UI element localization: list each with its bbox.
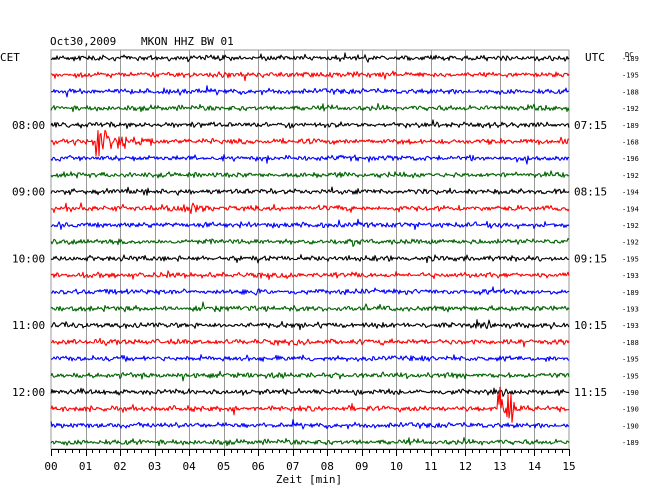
right-hour-labels: 07:15 08:15 09:15 10:15 11:15 (574, 119, 607, 399)
trace-row (50, 270, 570, 280)
right-hour-label: 09:15 (574, 252, 607, 265)
x-tick-label: 03 (148, 460, 161, 473)
x-tick-label: 00 (44, 460, 57, 473)
trace-row (50, 202, 570, 215)
dc-offset-label: -195 (622, 372, 639, 380)
trace-row (50, 370, 570, 382)
x-tick-label: 09 (355, 460, 368, 473)
x-tick-label: 15 (562, 460, 575, 473)
x-tick-label: 12 (459, 460, 472, 473)
trace-row (50, 170, 570, 179)
dc-offset-label: -188 (622, 339, 639, 347)
trace-row (50, 85, 569, 98)
right-hour-label: 11:15 (574, 386, 607, 399)
x-tick-label: 01 (79, 460, 92, 473)
trace-row (50, 337, 570, 348)
dc-offset-label: -195 (622, 356, 639, 364)
trace-row (50, 218, 570, 231)
seismic-traces (50, 52, 570, 447)
trace-row (50, 436, 570, 447)
x-tick-label: 11 (424, 460, 437, 473)
right-timezone-label: UTC (585, 51, 605, 64)
dc-offset-label: -190 (622, 389, 639, 397)
dc-offset-label: -195 (622, 72, 639, 80)
trace-row (50, 70, 570, 82)
left-hour-label: 08:00 (12, 119, 45, 132)
right-hour-label: 07:15 (574, 119, 607, 132)
trace-row (50, 387, 570, 397)
dc-offset-label: -190 (622, 422, 639, 430)
trace-row (50, 286, 570, 296)
trace-row (50, 129, 570, 157)
left-hour-labels: 08:00 09:00 10:00 11:00 12:00 (12, 119, 45, 399)
trace-row (50, 319, 570, 331)
dc-offset-label: -196 (622, 155, 639, 163)
trace-row (50, 419, 570, 430)
dc-offset-label: -193 (622, 272, 639, 280)
left-hour-label: 10:00 (12, 252, 45, 265)
x-tick-label: 13 (493, 460, 506, 473)
dc-offset-label: -189 (622, 122, 639, 130)
left-timezone-label: CET (0, 51, 20, 64)
trace-row (51, 52, 570, 63)
trace-row (50, 119, 570, 129)
x-tick-label: 10 (390, 460, 403, 473)
right-hour-label: 10:15 (574, 319, 607, 332)
x-tick-label: 04 (183, 460, 197, 473)
dc-offset-label: -189 (622, 289, 639, 297)
x-tick-label: 05 (217, 460, 230, 473)
x-axis-title: Zeit [min] (276, 473, 342, 486)
left-hour-label: 12:00 (12, 386, 45, 399)
trace-row (50, 386, 570, 423)
dc-offset-label: -194 (622, 189, 639, 197)
dc-offset-label: -193 (622, 306, 639, 314)
trace-row (50, 238, 570, 247)
x-tick-label: 08 (321, 460, 334, 473)
left-hour-label: 09:00 (12, 186, 45, 199)
dc-offset-label: -192 (622, 105, 639, 113)
x-tick-label: 06 (252, 460, 265, 473)
dc-offset-label: -189 (622, 55, 639, 63)
dc-offset-labels: -189 -195 -188 -192 -189 -168 -196 -192 -194 -194… (622, 55, 639, 447)
trace-row (50, 354, 570, 362)
dc-offset-label: -192 (622, 239, 639, 247)
trace-row (50, 301, 570, 313)
trace-row (50, 102, 570, 113)
dc-offset-label: -195 (622, 255, 639, 263)
dc-offset-label: -192 (622, 172, 639, 180)
left-hour-label: 11:00 (12, 319, 45, 332)
x-tick-label: 02 (113, 460, 126, 473)
x-axis: 00 01 02 03 04 05 06 07 08 09 10 11 12 13 14 15 (44, 449, 576, 473)
x-tick-label: 07 (286, 460, 299, 473)
x-tick-label: 14 (528, 460, 542, 473)
dc-offset-label: -189 (622, 439, 639, 447)
dc-offset-label: -194 (622, 205, 639, 213)
dc-offset-label: -193 (622, 322, 639, 330)
trace-row (50, 186, 570, 196)
dc-offset-label: -168 (622, 139, 639, 147)
dc-offset-label: -192 (622, 222, 639, 230)
dc-offset-label: -190 (622, 406, 639, 414)
right-hour-label: 08:15 (574, 186, 607, 199)
header-date: Oct30,2009 (50, 35, 116, 48)
header-station: MKON HHZ BW 01 (141, 35, 234, 48)
dc-header-label: DC (625, 51, 633, 59)
trace-row (50, 154, 570, 165)
dc-offset-label: -188 (622, 88, 639, 96)
trace-row (50, 254, 570, 264)
